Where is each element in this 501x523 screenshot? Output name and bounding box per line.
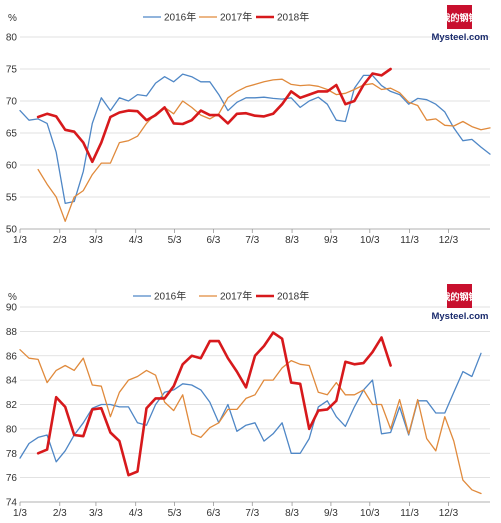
y-tick-label: 55	[6, 193, 18, 204]
legend-item: 2017年	[199, 290, 252, 303]
y-tick-label: 50	[6, 225, 18, 236]
y-tick-label: 60	[6, 161, 18, 172]
series-line-2018年	[36, 67, 392, 164]
x-tick-label: 12/3	[439, 235, 459, 246]
x-tick-label: 6/3	[206, 235, 220, 246]
y-tick-label: 80	[6, 424, 18, 435]
series-line-2016年	[19, 352, 482, 463]
legend-label: 2018年	[277, 290, 309, 303]
x-tick-label: 11/3	[400, 235, 419, 246]
y-tick-label: 65	[6, 129, 18, 140]
legend-item: 2016年	[143, 11, 196, 24]
x-tick-label: 10/3	[360, 508, 380, 519]
x-tick-label: 4/3	[129, 235, 143, 246]
y-tick-label: 76	[6, 473, 18, 484]
x-tick-label: 8/3	[285, 235, 299, 246]
x-tick-label: 7/3	[245, 235, 259, 246]
x-tick-label: 11/3	[400, 508, 419, 519]
x-tick-label: 1/3	[13, 235, 27, 246]
legend-item: 2018年	[256, 290, 309, 303]
y-tick-label: 74	[6, 498, 18, 509]
x-tick-label: 2/3	[53, 508, 67, 519]
x-tick-label: 12/3	[439, 508, 459, 519]
mysteel-logo-top: 我的钢铁 Mysteel.com	[431, 5, 489, 43]
logo-mark	[447, 5, 472, 29]
x-tick-label: 5/3	[168, 508, 182, 519]
x-tick-label: 7/3	[245, 508, 259, 519]
x-tick-label: 10/3	[360, 235, 380, 246]
legend-item: 2016年	[133, 290, 186, 303]
series-line-2017年	[37, 78, 491, 222]
logo-glyph: 我的钢铁	[441, 291, 477, 303]
chart-top: % 50 55 60 65 70 75 80 1/3 2/3 3/3 4/3 5/3 6/3 7/3 8/3 9…	[6, 11, 491, 246]
legend-label: 2016年	[154, 290, 186, 303]
legend-item: 2018年	[256, 11, 309, 24]
x-tick-label: 1/3	[13, 508, 27, 519]
series-line-2018年	[36, 331, 392, 477]
x-tick-label: 2/3	[53, 235, 67, 246]
logo-wordmark: Mysteel.com	[431, 311, 488, 322]
y-tick-label: 88	[6, 327, 18, 338]
x-tick-label: 9/3	[324, 508, 338, 519]
series-line-2016年	[19, 73, 491, 205]
x-tick-label: 5/3	[168, 235, 182, 246]
y-tick-label: 78	[6, 449, 18, 460]
y-tick-label: 86	[6, 351, 18, 362]
y-tick-label: 70	[6, 97, 18, 108]
y-axis-label: %	[8, 13, 17, 24]
legend-label: 2017年	[220, 11, 252, 24]
x-tick-label: 9/3	[324, 235, 338, 246]
y-tick-label: 84	[6, 376, 18, 387]
legend-label: 2017年	[220, 290, 252, 303]
legend-item: 2017年	[199, 11, 252, 24]
x-tick-label: 3/3	[89, 235, 103, 246]
logo-glyph: 我的钢铁	[441, 12, 477, 24]
logo-wordmark: Mysteel.com	[431, 32, 488, 43]
legend-label: 2018年	[277, 11, 309, 24]
x-tick-label: 8/3	[285, 508, 299, 519]
mysteel-logo-bottom: 我的钢铁 Mysteel.com	[431, 284, 489, 322]
y-axis-label: %	[8, 292, 17, 303]
logo-mark	[447, 284, 472, 308]
chart-bottom: % 74 76 78 80 82 84 86 88 90 1/3 2/3 3/3 4/3 5/3 6/3 7/3…	[6, 290, 490, 519]
series-line-2017年	[19, 349, 482, 495]
y-tick-label: 82	[6, 400, 18, 411]
y-tick-label: 90	[6, 303, 18, 314]
y-tick-label: 75	[6, 65, 18, 76]
legend-label: 2016年	[164, 11, 196, 24]
y-tick-label: 80	[6, 33, 18, 44]
x-tick-label: 6/3	[206, 508, 220, 519]
x-tick-label: 4/3	[129, 508, 143, 519]
x-tick-label: 3/3	[89, 508, 103, 519]
